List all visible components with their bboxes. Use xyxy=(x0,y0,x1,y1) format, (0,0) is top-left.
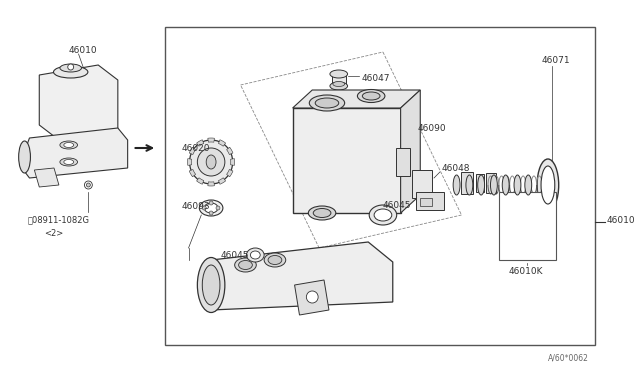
Ellipse shape xyxy=(60,141,77,149)
Bar xyxy=(420,198,432,206)
Wedge shape xyxy=(196,178,204,184)
Wedge shape xyxy=(196,140,204,146)
Ellipse shape xyxy=(206,155,216,169)
Polygon shape xyxy=(294,280,329,315)
Bar xyxy=(486,173,496,193)
Wedge shape xyxy=(230,159,235,165)
Ellipse shape xyxy=(369,205,397,225)
Polygon shape xyxy=(211,242,393,310)
Circle shape xyxy=(86,183,90,187)
Ellipse shape xyxy=(239,260,252,269)
Ellipse shape xyxy=(246,248,264,262)
Ellipse shape xyxy=(199,200,223,216)
Ellipse shape xyxy=(330,82,348,90)
Bar xyxy=(165,27,595,345)
Wedge shape xyxy=(208,182,214,186)
Polygon shape xyxy=(39,65,118,140)
Ellipse shape xyxy=(330,70,348,78)
Ellipse shape xyxy=(537,159,559,211)
Ellipse shape xyxy=(197,257,225,312)
Ellipse shape xyxy=(60,158,77,166)
Text: 46010: 46010 xyxy=(68,45,97,55)
Circle shape xyxy=(68,64,74,70)
Text: 46020: 46020 xyxy=(182,144,210,153)
Text: 46090: 46090 xyxy=(417,124,446,132)
Circle shape xyxy=(209,201,213,205)
Text: 46010K: 46010K xyxy=(509,267,543,276)
Circle shape xyxy=(307,291,318,303)
Wedge shape xyxy=(218,178,226,184)
Ellipse shape xyxy=(19,141,31,173)
Ellipse shape xyxy=(313,208,331,218)
Ellipse shape xyxy=(357,90,385,103)
Polygon shape xyxy=(401,90,420,213)
Polygon shape xyxy=(292,90,420,108)
Ellipse shape xyxy=(541,166,555,204)
Polygon shape xyxy=(20,128,127,178)
Ellipse shape xyxy=(502,175,509,195)
Text: 46045: 46045 xyxy=(383,201,412,209)
Ellipse shape xyxy=(250,251,260,259)
Text: 46045: 46045 xyxy=(221,250,250,260)
Circle shape xyxy=(202,206,206,210)
Circle shape xyxy=(209,211,213,215)
Bar xyxy=(292,108,401,213)
Ellipse shape xyxy=(64,160,74,164)
Ellipse shape xyxy=(309,95,345,111)
Ellipse shape xyxy=(264,253,285,267)
Ellipse shape xyxy=(64,142,74,148)
Text: 46010: 46010 xyxy=(607,215,636,224)
Text: A/60*0062: A/60*0062 xyxy=(548,353,589,362)
Text: ⓝ08911-1082G: ⓝ08911-1082G xyxy=(28,215,90,224)
Bar xyxy=(499,192,556,260)
Wedge shape xyxy=(188,159,191,165)
Circle shape xyxy=(84,181,92,189)
Bar xyxy=(412,170,432,198)
Ellipse shape xyxy=(308,206,336,220)
Wedge shape xyxy=(189,147,196,154)
Ellipse shape xyxy=(268,256,282,264)
Polygon shape xyxy=(35,168,59,187)
Ellipse shape xyxy=(490,175,497,195)
Ellipse shape xyxy=(466,175,473,195)
Circle shape xyxy=(189,140,233,184)
Ellipse shape xyxy=(315,98,339,108)
Text: 46093: 46093 xyxy=(182,202,211,211)
Text: 46047: 46047 xyxy=(362,74,390,83)
Text: 46071: 46071 xyxy=(542,55,571,64)
Wedge shape xyxy=(189,170,196,177)
Bar xyxy=(332,74,346,86)
Ellipse shape xyxy=(235,258,256,272)
Text: 46048: 46048 xyxy=(442,164,470,173)
Ellipse shape xyxy=(204,203,218,213)
Bar xyxy=(417,192,444,210)
Ellipse shape xyxy=(514,175,521,195)
Ellipse shape xyxy=(477,175,484,195)
Ellipse shape xyxy=(202,265,220,305)
Bar xyxy=(396,148,410,176)
Ellipse shape xyxy=(374,209,392,221)
Ellipse shape xyxy=(453,175,460,195)
Ellipse shape xyxy=(362,92,380,100)
Circle shape xyxy=(197,148,225,176)
Circle shape xyxy=(216,206,220,210)
Ellipse shape xyxy=(54,66,88,78)
Ellipse shape xyxy=(60,64,81,72)
Ellipse shape xyxy=(525,175,532,195)
Text: <2>: <2> xyxy=(44,228,63,237)
Wedge shape xyxy=(227,170,233,177)
Wedge shape xyxy=(208,138,214,142)
Wedge shape xyxy=(227,147,233,154)
Wedge shape xyxy=(218,140,226,146)
Ellipse shape xyxy=(333,81,345,87)
Bar xyxy=(476,174,484,192)
Bar xyxy=(461,172,474,194)
